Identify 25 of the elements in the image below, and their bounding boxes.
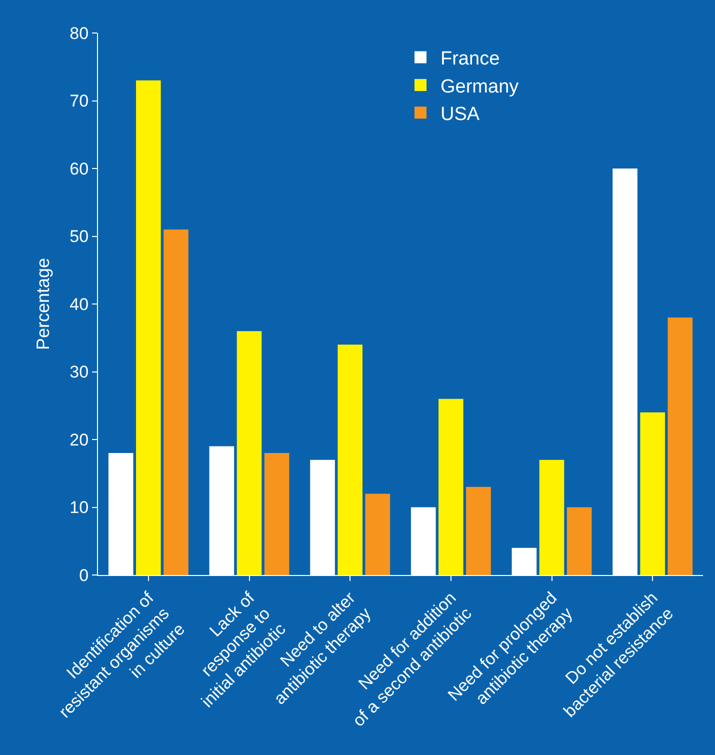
bar — [566, 507, 592, 575]
bar — [668, 318, 693, 575]
bar — [640, 412, 665, 575]
bar — [365, 494, 390, 575]
bar — [438, 398, 464, 575]
y-tick-label: 0 — [79, 566, 89, 585]
legend-label: USA — [440, 104, 480, 126]
bar — [466, 486, 491, 575]
bar — [264, 453, 290, 575]
y-axis-title: Percentage — [32, 258, 53, 350]
y-tick-label: 80 — [70, 24, 89, 43]
bar — [136, 80, 161, 575]
legend-label: Germany — [440, 76, 520, 98]
y-tick-label: 50 — [70, 227, 89, 246]
y-tick-label: 70 — [70, 92, 89, 111]
y-tick-label: 30 — [70, 362, 89, 382]
bar — [338, 344, 362, 575]
y-tick-label: 40 — [70, 294, 89, 314]
bar — [539, 460, 564, 575]
y-tick-label: 20 — [70, 430, 89, 450]
y-tick-label: 10 — [70, 498, 89, 518]
y-tick-label: 60 — [70, 159, 89, 178]
bar — [164, 229, 188, 575]
legend-label: France — [440, 48, 500, 70]
bar — [236, 331, 262, 575]
